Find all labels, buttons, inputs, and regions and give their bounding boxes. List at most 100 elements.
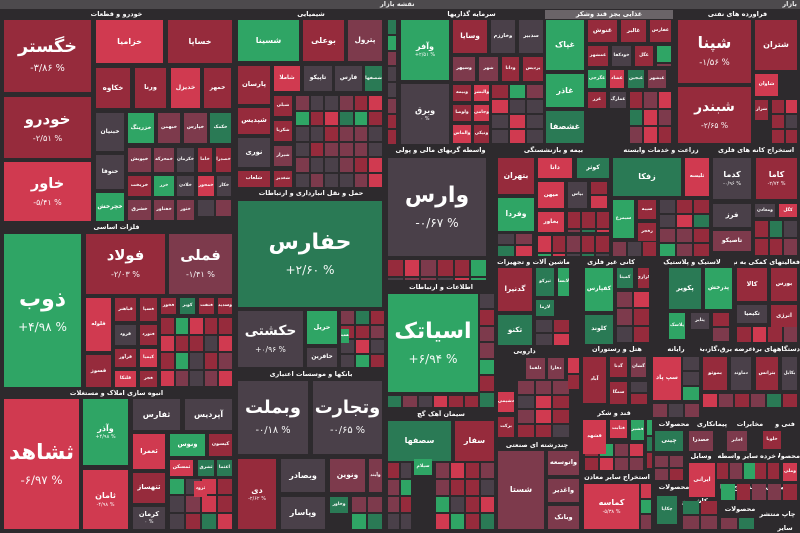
filler-tile[interactable] bbox=[388, 396, 402, 407]
filler-tile[interactable] bbox=[438, 278, 453, 280]
stock-tile[interactable]: سیبه bbox=[638, 200, 656, 219]
filler-tile[interactable] bbox=[719, 394, 733, 407]
filler-tile[interactable] bbox=[596, 254, 609, 256]
sector-header[interactable]: دارویی bbox=[513, 347, 536, 355]
filler-tile[interactable] bbox=[204, 335, 218, 351]
stock-tile[interactable]: نوری bbox=[238, 138, 270, 167]
filler-tile[interactable] bbox=[737, 327, 751, 342]
filler-tile[interactable] bbox=[772, 130, 784, 143]
stock-tile[interactable]: سپ پاد bbox=[653, 357, 681, 400]
stock-tile[interactable]: وخارزم bbox=[491, 20, 515, 53]
filler-tile[interactable] bbox=[785, 100, 797, 113]
filler-tile[interactable] bbox=[296, 96, 309, 110]
filler-tile[interactable] bbox=[509, 85, 526, 98]
filler-tile[interactable] bbox=[436, 463, 449, 478]
filler-tile[interactable] bbox=[480, 294, 494, 309]
stock-tile[interactable]: تلیسه bbox=[685, 158, 709, 196]
filler-tile[interactable] bbox=[436, 514, 449, 529]
sector-header[interactable]: چاپ منتشر bbox=[759, 510, 796, 518]
filler-tile[interactable] bbox=[657, 64, 671, 66]
stock-tile[interactable]: اعتما bbox=[217, 460, 232, 476]
stock-tile[interactable]: بکابل bbox=[782, 357, 797, 390]
filler-tile[interactable] bbox=[175, 335, 189, 351]
filler-tile[interactable] bbox=[418, 396, 432, 407]
stock-tile[interactable]: وارس -۰/۶۷ % bbox=[388, 158, 486, 256]
filler-tile[interactable] bbox=[356, 340, 369, 353]
filler-tile[interactable] bbox=[694, 200, 709, 213]
stock-tile[interactable]: گشان bbox=[631, 357, 646, 377]
filler-tile[interactable] bbox=[535, 381, 552, 394]
stock-tile[interactable]: خصدرا bbox=[689, 431, 713, 451]
stock-tile[interactable]: ذوب +۴/۹۸ % bbox=[4, 234, 81, 387]
stock-tile[interactable]: غمارگ bbox=[610, 92, 626, 108]
sector-header[interactable]: خرده bbox=[760, 452, 776, 460]
stock-tile[interactable]: اسیاتک +۶/۹۴ % bbox=[388, 294, 478, 392]
stock-tile[interactable]: ثامان -۴/۹۸ % bbox=[83, 470, 128, 529]
filler-tile[interactable] bbox=[325, 158, 338, 172]
stock-tile[interactable]: سیلام bbox=[414, 459, 432, 475]
sector-header[interactable]: ماشین آلات و تجهیزات bbox=[497, 258, 570, 266]
stock-tile[interactable]: خبنیان bbox=[96, 113, 124, 151]
stock-tile[interactable]: خزامیا bbox=[96, 20, 163, 63]
filler-tile[interactable] bbox=[509, 130, 526, 143]
sector-header[interactable]: بیمه و بازنشستگی bbox=[523, 146, 584, 154]
filler-tile[interactable] bbox=[527, 100, 543, 113]
stock-tile[interactable]: خاور -۵/۴۱ % bbox=[4, 162, 91, 221]
stock-tile[interactable]: دماوند bbox=[731, 357, 751, 390]
filler-tile[interactable] bbox=[641, 515, 651, 529]
sector-header[interactable]: واسطه گریهای مالی و پولی bbox=[395, 146, 486, 154]
stock-tile[interactable]: قثابت bbox=[610, 420, 627, 438]
filler-tile[interactable] bbox=[354, 158, 368, 172]
stock-tile[interactable]: لابسا bbox=[558, 268, 569, 296]
filler-tile[interactable] bbox=[218, 479, 232, 495]
stock-tile[interactable]: فلنکا bbox=[115, 371, 136, 387]
filler-tile[interactable] bbox=[535, 410, 552, 423]
filler-tile[interactable] bbox=[516, 246, 532, 256]
stock-tile[interactable]: خشرق bbox=[128, 200, 151, 220]
filler-tile[interactable] bbox=[464, 396, 478, 407]
stock-tile[interactable]: وبیمه bbox=[453, 85, 471, 101]
filler-tile[interactable] bbox=[536, 333, 552, 345]
filler-tile[interactable] bbox=[356, 354, 369, 367]
stock-tile[interactable]: قشهد bbox=[583, 420, 606, 454]
stock-tile[interactable]: غالبر bbox=[621, 20, 646, 42]
filler-tile[interactable] bbox=[310, 111, 324, 125]
filler-tile[interactable] bbox=[784, 221, 797, 237]
sector-header[interactable]: بانکها و موسسات اعتباری bbox=[269, 370, 353, 378]
filler-tile[interactable] bbox=[683, 372, 699, 385]
stock-tile[interactable]: غپاک bbox=[546, 20, 584, 70]
filler-tile[interactable] bbox=[596, 212, 609, 228]
stock-tile[interactable]: وسایا bbox=[453, 20, 487, 53]
stock-tile[interactable]: فخوز bbox=[161, 298, 176, 314]
filler-tile[interactable] bbox=[480, 359, 494, 375]
filler-tile[interactable] bbox=[325, 96, 338, 110]
filler-tile[interactable] bbox=[615, 458, 628, 470]
stock-tile[interactable]: دفارا bbox=[548, 358, 564, 379]
filler-tile[interactable] bbox=[219, 353, 232, 369]
stock-tile[interactable]: والبشر bbox=[474, 85, 489, 101]
filler-tile[interactable] bbox=[204, 353, 218, 369]
stock-tile[interactable]: غفارس bbox=[650, 20, 671, 42]
stock-tile[interactable]: پردیس bbox=[523, 57, 543, 81]
stock-tile[interactable]: پتایر bbox=[691, 313, 709, 329]
filler-tile[interactable] bbox=[641, 484, 651, 498]
filler-tile[interactable] bbox=[352, 514, 366, 529]
filler-tile[interactable] bbox=[772, 100, 784, 113]
filler-tile[interactable] bbox=[480, 376, 494, 391]
stock-tile[interactable]: شکربا bbox=[274, 121, 292, 141]
filler-tile[interactable] bbox=[582, 212, 595, 228]
stock-tile[interactable]: شصفها bbox=[365, 66, 382, 91]
stock-tile[interactable]: پلاسک bbox=[669, 313, 685, 339]
filler-tile[interactable] bbox=[369, 158, 382, 172]
stock-tile[interactable]: چینی bbox=[655, 431, 683, 451]
stock-tile[interactable]: زفکا bbox=[613, 158, 681, 196]
stock-tile[interactable]: فباهنر bbox=[115, 298, 136, 321]
filler-tile[interactable] bbox=[596, 236, 609, 252]
filler-tile[interactable] bbox=[630, 458, 643, 470]
stock-tile[interactable]: ختور bbox=[177, 200, 194, 220]
stock-tile[interactable]: برکت bbox=[498, 417, 514, 437]
stock-tile[interactable]: کوثر bbox=[577, 158, 609, 178]
stock-tile[interactable]: ثشرق bbox=[198, 460, 214, 476]
filler-tile[interactable] bbox=[785, 130, 797, 143]
filler-tile[interactable] bbox=[630, 127, 643, 143]
